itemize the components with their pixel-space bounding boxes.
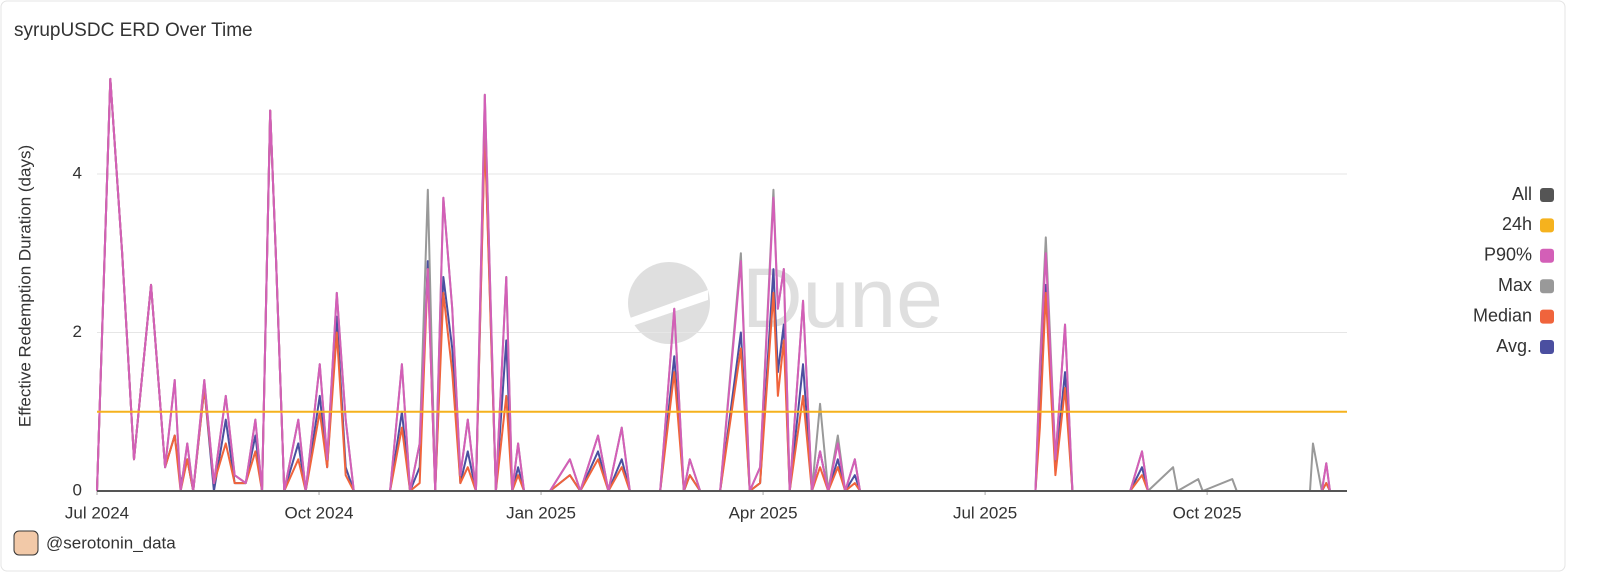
x-tick-label: Oct 2025 [1173,503,1242,522]
watermark-logo [628,262,710,344]
legend-label: P90% [1484,245,1532,265]
y-tick-label: 4 [73,163,82,182]
legend-label: Avg. [1496,336,1532,356]
legend-swatch [1540,309,1554,324]
y-tick-label: 0 [73,480,82,499]
card [0,0,1566,572]
legend-label: Median [1473,305,1532,325]
y-axis-label: Effective Redemption Duration (days) [15,145,34,427]
legend-swatch [1540,279,1554,294]
series-line [96,77,1347,492]
x-tick-label: Oct 2024 [285,503,354,522]
chart-title: syrupUSDC ERD Over Time [14,20,253,41]
legend-label: Max [1498,275,1532,295]
legend-label: 24h [1502,214,1532,234]
x-tick-label: Jan 2025 [506,503,576,522]
legend-swatch [1540,188,1554,202]
credit-icon [13,530,39,556]
series-line [96,77,1347,492]
legend-label: All [1512,184,1532,204]
legend-swatch [1540,248,1554,263]
x-tick-label: Apr 2025 [729,503,798,522]
legend-swatch [1540,218,1554,233]
x-tick-label: Jul 2024 [65,503,129,522]
credit: @serotonin_data [46,533,176,552]
x-tick-label: Jul 2025 [953,503,1017,522]
y-tick-label: 2 [73,322,82,341]
watermark-logo-stripe [630,290,708,326]
legend-swatch [1540,340,1554,354]
